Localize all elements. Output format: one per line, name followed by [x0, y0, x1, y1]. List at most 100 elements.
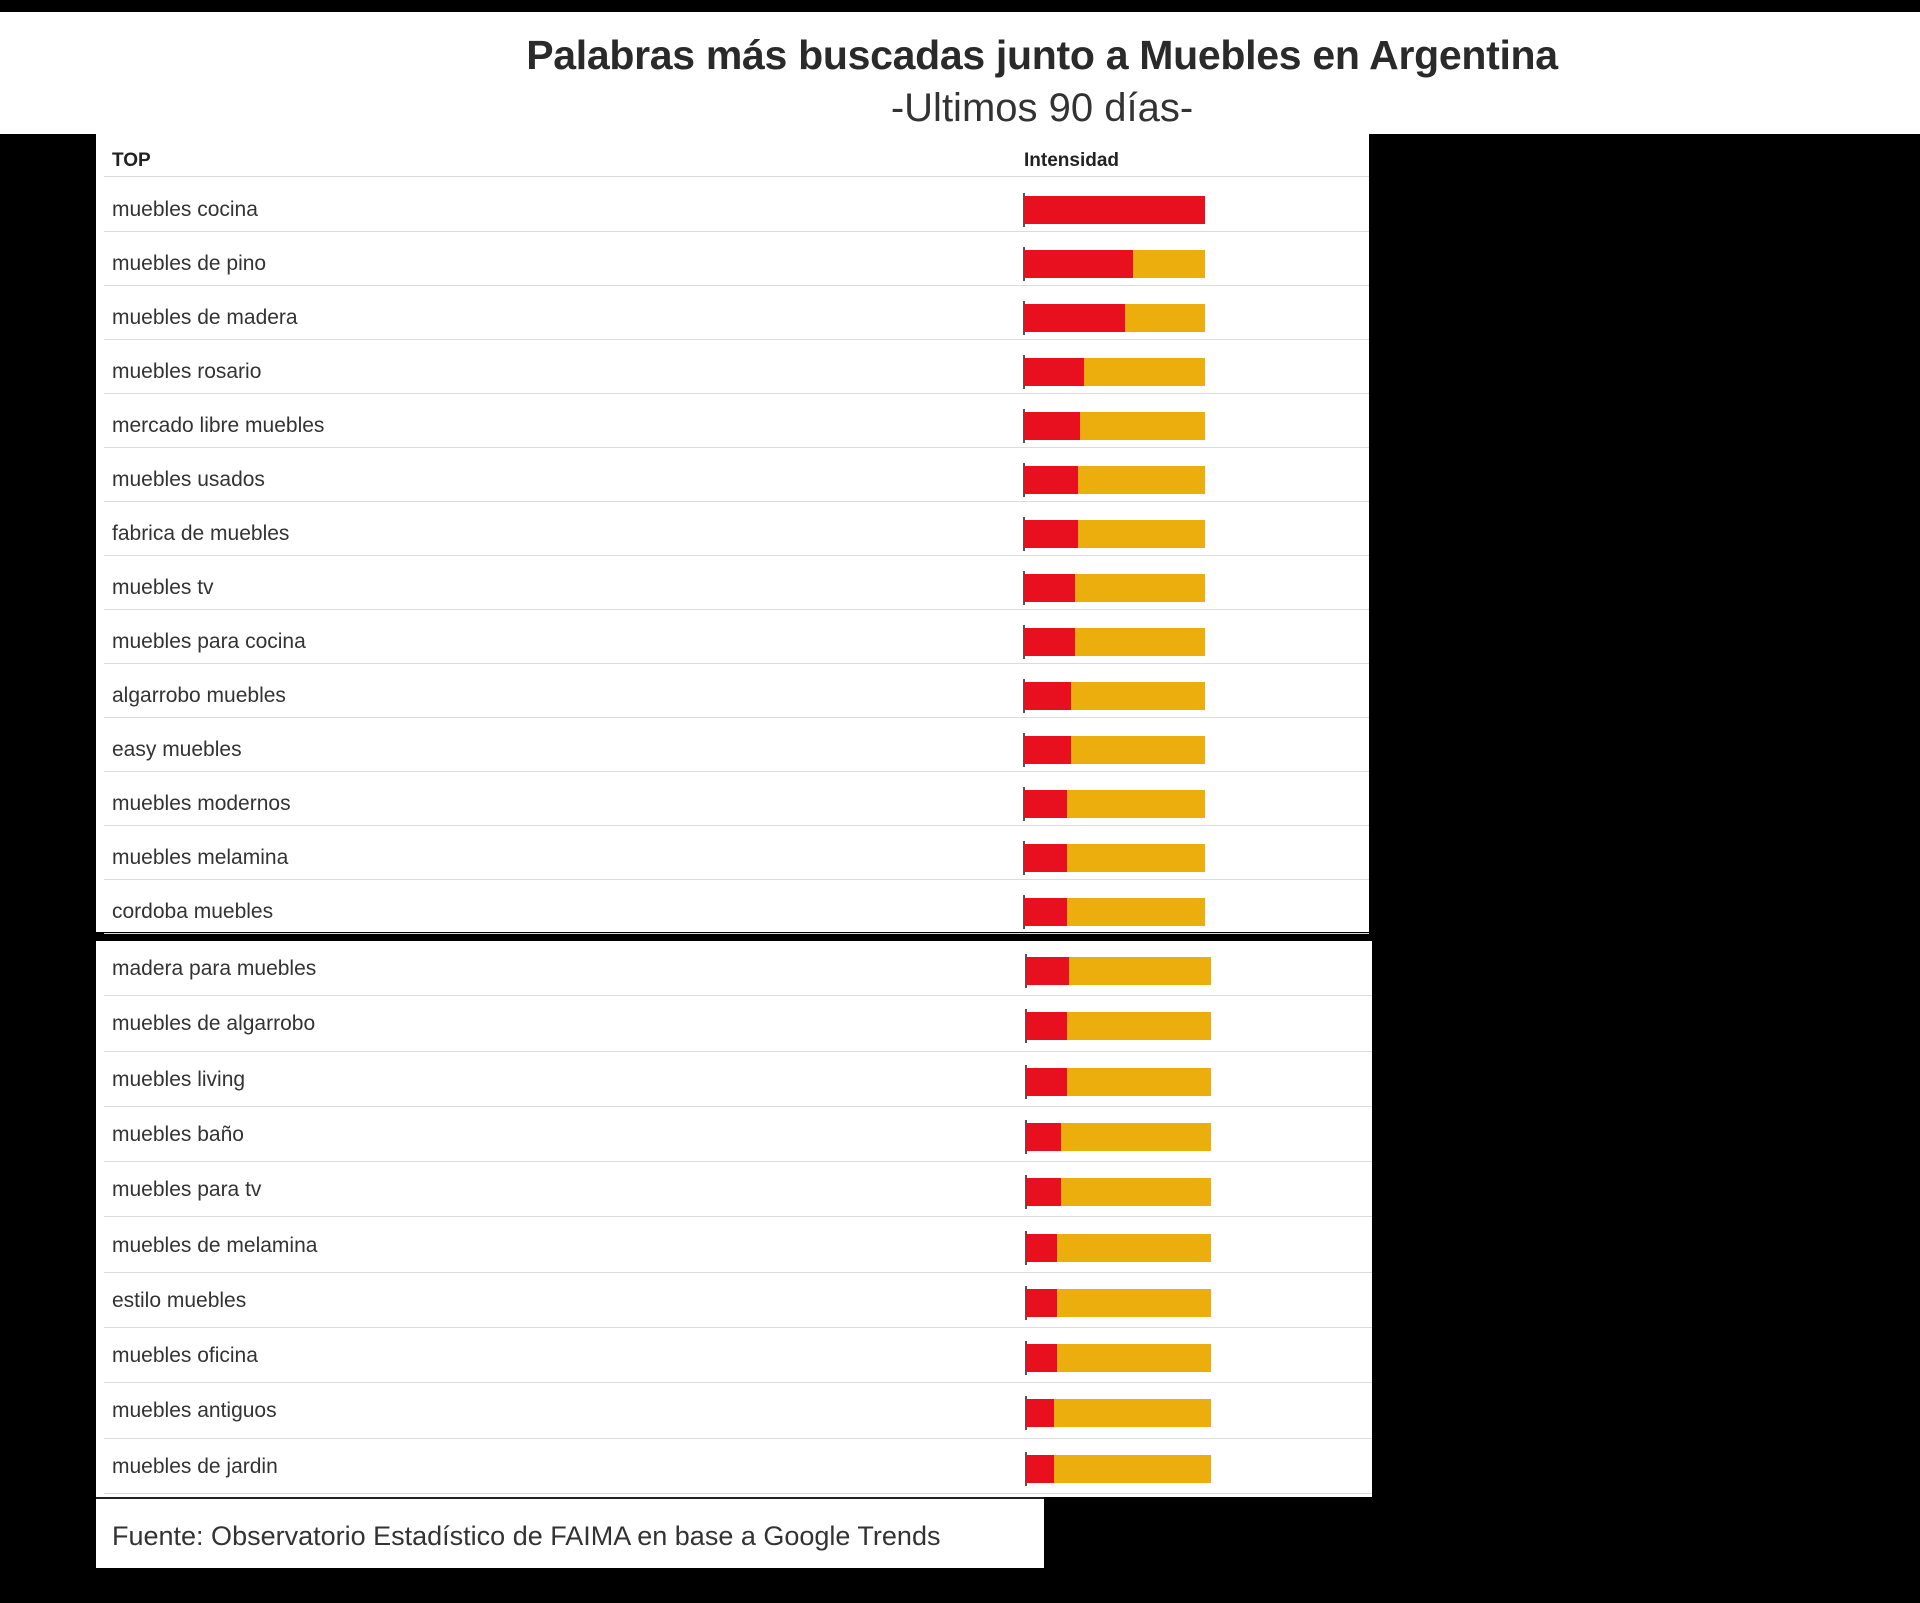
- table-row: muebles cocina: [104, 178, 1369, 232]
- row-label: fabrica de muebles: [112, 522, 290, 545]
- bar-intensity: [1026, 1454, 1054, 1483]
- table-row: muebles de pino: [104, 232, 1369, 286]
- bar-remainder: [1083, 358, 1205, 386]
- table-row: algarrobo muebles: [104, 664, 1369, 718]
- bar-remainder: [1053, 1399, 1211, 1428]
- row-label: muebles para tv: [112, 1178, 262, 1202]
- bar-intensity: [1024, 520, 1079, 548]
- row-label: madera para muebles: [112, 957, 317, 980]
- table-row: fabrica de muebles: [104, 502, 1369, 556]
- bar-intensity: [1024, 250, 1133, 278]
- bar-intensity: [1026, 1399, 1054, 1428]
- table-row: muebles living: [104, 1052, 1372, 1107]
- bar-remainder: [1074, 628, 1205, 656]
- row-label: muebles cocina: [112, 198, 258, 221]
- row-label: muebles de melamina: [112, 1233, 318, 1257]
- row-label: muebles oficina: [112, 1344, 258, 1368]
- bar-remainder: [1053, 1454, 1211, 1483]
- chart-title: Palabras más buscadas junto a Muebles en…: [526, 32, 1558, 78]
- bar-intensity: [1026, 957, 1069, 985]
- source-box: Fuente: Observatorio Estadístico de FAIM…: [96, 1497, 1044, 1568]
- row-label: muebles antiguos: [112, 1399, 277, 1423]
- table-row: muebles de melamina: [104, 1218, 1372, 1273]
- bar-intensity: [1026, 1067, 1067, 1096]
- row-label: muebles para cocina: [112, 630, 306, 653]
- row-label: muebles de madera: [112, 306, 298, 329]
- bar-intensity: [1024, 466, 1079, 494]
- bar-remainder: [1074, 574, 1205, 602]
- bar-intensity: [1024, 196, 1205, 224]
- table-row: muebles antiguos: [104, 1383, 1372, 1439]
- bar-remainder: [1078, 466, 1205, 494]
- row-label: muebles tv: [112, 576, 214, 599]
- table-row: muebles de madera: [104, 286, 1369, 340]
- bar-intensity: [1024, 844, 1068, 872]
- bar-remainder: [1080, 412, 1205, 440]
- bar-remainder: [1061, 1178, 1211, 1207]
- bar-remainder: [1057, 1344, 1211, 1373]
- table-row: mercado libre muebles: [104, 394, 1369, 448]
- row-label: muebles rosario: [112, 360, 262, 383]
- bar-remainder: [1066, 1067, 1211, 1096]
- table-row: muebles melamina: [104, 826, 1369, 880]
- header-divider: [104, 176, 1369, 177]
- table-row: muebles modernos: [104, 772, 1369, 826]
- bar-remainder: [1071, 682, 1205, 710]
- row-label: muebles de algarrobo: [112, 1012, 316, 1036]
- bar-remainder: [1125, 304, 1205, 332]
- table-panel-top: TOP Intensidad muebles cocina muebles de …: [96, 134, 1369, 934]
- table-row: cordoba muebles: [104, 880, 1369, 934]
- bar-intensity: [1024, 412, 1081, 440]
- table-row: muebles rosario: [104, 340, 1369, 394]
- row-label: estilo muebles: [112, 1288, 247, 1312]
- table-row: muebles para cocina: [104, 610, 1369, 664]
- table-row: muebles de algarrobo: [104, 996, 1372, 1052]
- bar-intensity: [1024, 790, 1068, 818]
- bar-remainder: [1068, 957, 1211, 985]
- bar-remainder: [1061, 1122, 1211, 1151]
- bar-remainder: [1057, 1288, 1211, 1317]
- table-panel-bottom: madera para muebles muebles de algarrobo m…: [96, 941, 1372, 1497]
- bar-intensity: [1026, 1012, 1067, 1041]
- bar-intensity: [1024, 682, 1072, 710]
- source-note: Fuente: Observatorio Estadístico de FAIM…: [112, 1521, 941, 1551]
- bar-remainder: [1057, 1233, 1211, 1262]
- row-label: muebles de jardin: [112, 1454, 278, 1478]
- row-label: muebles usados: [112, 468, 265, 491]
- bar-intensity: [1026, 1233, 1058, 1262]
- bar-intensity: [1024, 736, 1072, 764]
- row-label: muebles melamina: [112, 846, 289, 869]
- chart-subtitle: -Ultimos 90 días-: [890, 86, 1194, 130]
- row-label: algarrobo muebles: [112, 684, 286, 707]
- bar-remainder: [1067, 844, 1205, 872]
- row-label: cordoba muebles: [112, 900, 274, 923]
- bar-intensity: [1026, 1344, 1058, 1373]
- bar-intensity: [1024, 358, 1084, 386]
- table-row: muebles oficina: [104, 1328, 1372, 1384]
- row-label: mercado libre muebles: [112, 414, 325, 437]
- table-row: madera para muebles: [104, 941, 1372, 997]
- bar-remainder: [1132, 250, 1205, 278]
- bar-intensity: [1026, 1122, 1062, 1151]
- table-row: easy muebles: [104, 718, 1369, 772]
- table-row: muebles usados: [104, 448, 1369, 502]
- row-label: muebles de pino: [112, 252, 267, 275]
- bar-intensity: [1024, 628, 1075, 656]
- bar-intensity: [1024, 898, 1068, 926]
- bar-remainder: [1067, 898, 1205, 926]
- table-row: muebles tv: [104, 556, 1369, 610]
- bar-intensity: [1024, 304, 1126, 332]
- bar-remainder: [1071, 736, 1205, 764]
- row-label: easy muebles: [112, 738, 242, 761]
- bar-intensity: [1024, 574, 1075, 602]
- column-header-intensidad: Intensidad: [1024, 150, 1120, 171]
- bar-remainder: [1066, 1012, 1211, 1041]
- title-band: [0, 12, 1920, 134]
- table-row: estilo muebles: [104, 1273, 1372, 1329]
- table-row: muebles baño: [104, 1107, 1372, 1163]
- row-label: muebles modernos: [112, 792, 291, 815]
- bar-intensity: [1026, 1178, 1062, 1207]
- row-label: muebles baño: [112, 1122, 244, 1146]
- column-header-top: TOP: [112, 150, 151, 171]
- bar-intensity: [1026, 1288, 1058, 1317]
